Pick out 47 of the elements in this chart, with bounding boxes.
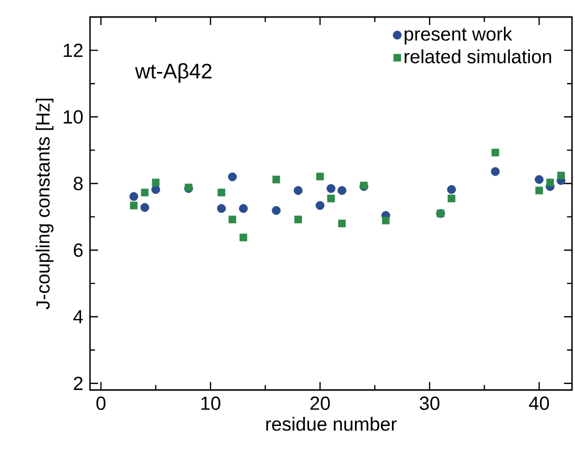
point: [535, 186, 543, 194]
y-tick-label: 10: [64, 110, 83, 124]
y-tick-label: 4: [73, 310, 83, 324]
point: [130, 202, 138, 210]
y-axis-title: J-coupling constants [Hz]: [36, 98, 54, 310]
point: [151, 185, 160, 194]
x-tick-label: 40: [529, 396, 549, 410]
point: [294, 186, 303, 195]
point: [152, 178, 160, 186]
legend-label: related simulation: [404, 49, 552, 64]
point: [238, 204, 248, 213]
point: [534, 175, 544, 184]
point: [492, 148, 500, 156]
point: [240, 234, 248, 242]
point: [490, 167, 500, 176]
x-tick-label: 20: [310, 396, 330, 410]
point: [448, 194, 456, 202]
point: [327, 194, 335, 202]
point: [447, 185, 456, 194]
point: [129, 192, 138, 201]
point: [316, 201, 324, 210]
point: [228, 172, 237, 182]
point: [338, 186, 346, 195]
x-tick-label: 10: [201, 396, 220, 410]
point: [294, 216, 302, 224]
point: [316, 172, 324, 180]
x-axis-title: residue number: [266, 416, 397, 431]
point: [557, 172, 565, 180]
x-tick-label: 0: [96, 396, 106, 410]
point: [217, 204, 226, 213]
point: [228, 216, 236, 224]
y-tick-label: 12: [64, 44, 83, 57]
y-tick-label: 2: [74, 376, 83, 390]
annotation: wt-Aβ42: [135, 63, 212, 83]
point: [338, 220, 346, 228]
x-tick-label: 30: [420, 396, 440, 410]
point: [272, 176, 280, 184]
legend-label: present work: [404, 26, 512, 44]
point: [272, 206, 281, 215]
point: [218, 188, 226, 196]
point: [326, 184, 336, 193]
y-tick-label: 6: [74, 243, 83, 257]
y-tick-label: 8: [74, 176, 83, 190]
point: [140, 203, 150, 212]
point: [382, 216, 390, 224]
point: [140, 188, 149, 196]
point: [546, 178, 554, 186]
